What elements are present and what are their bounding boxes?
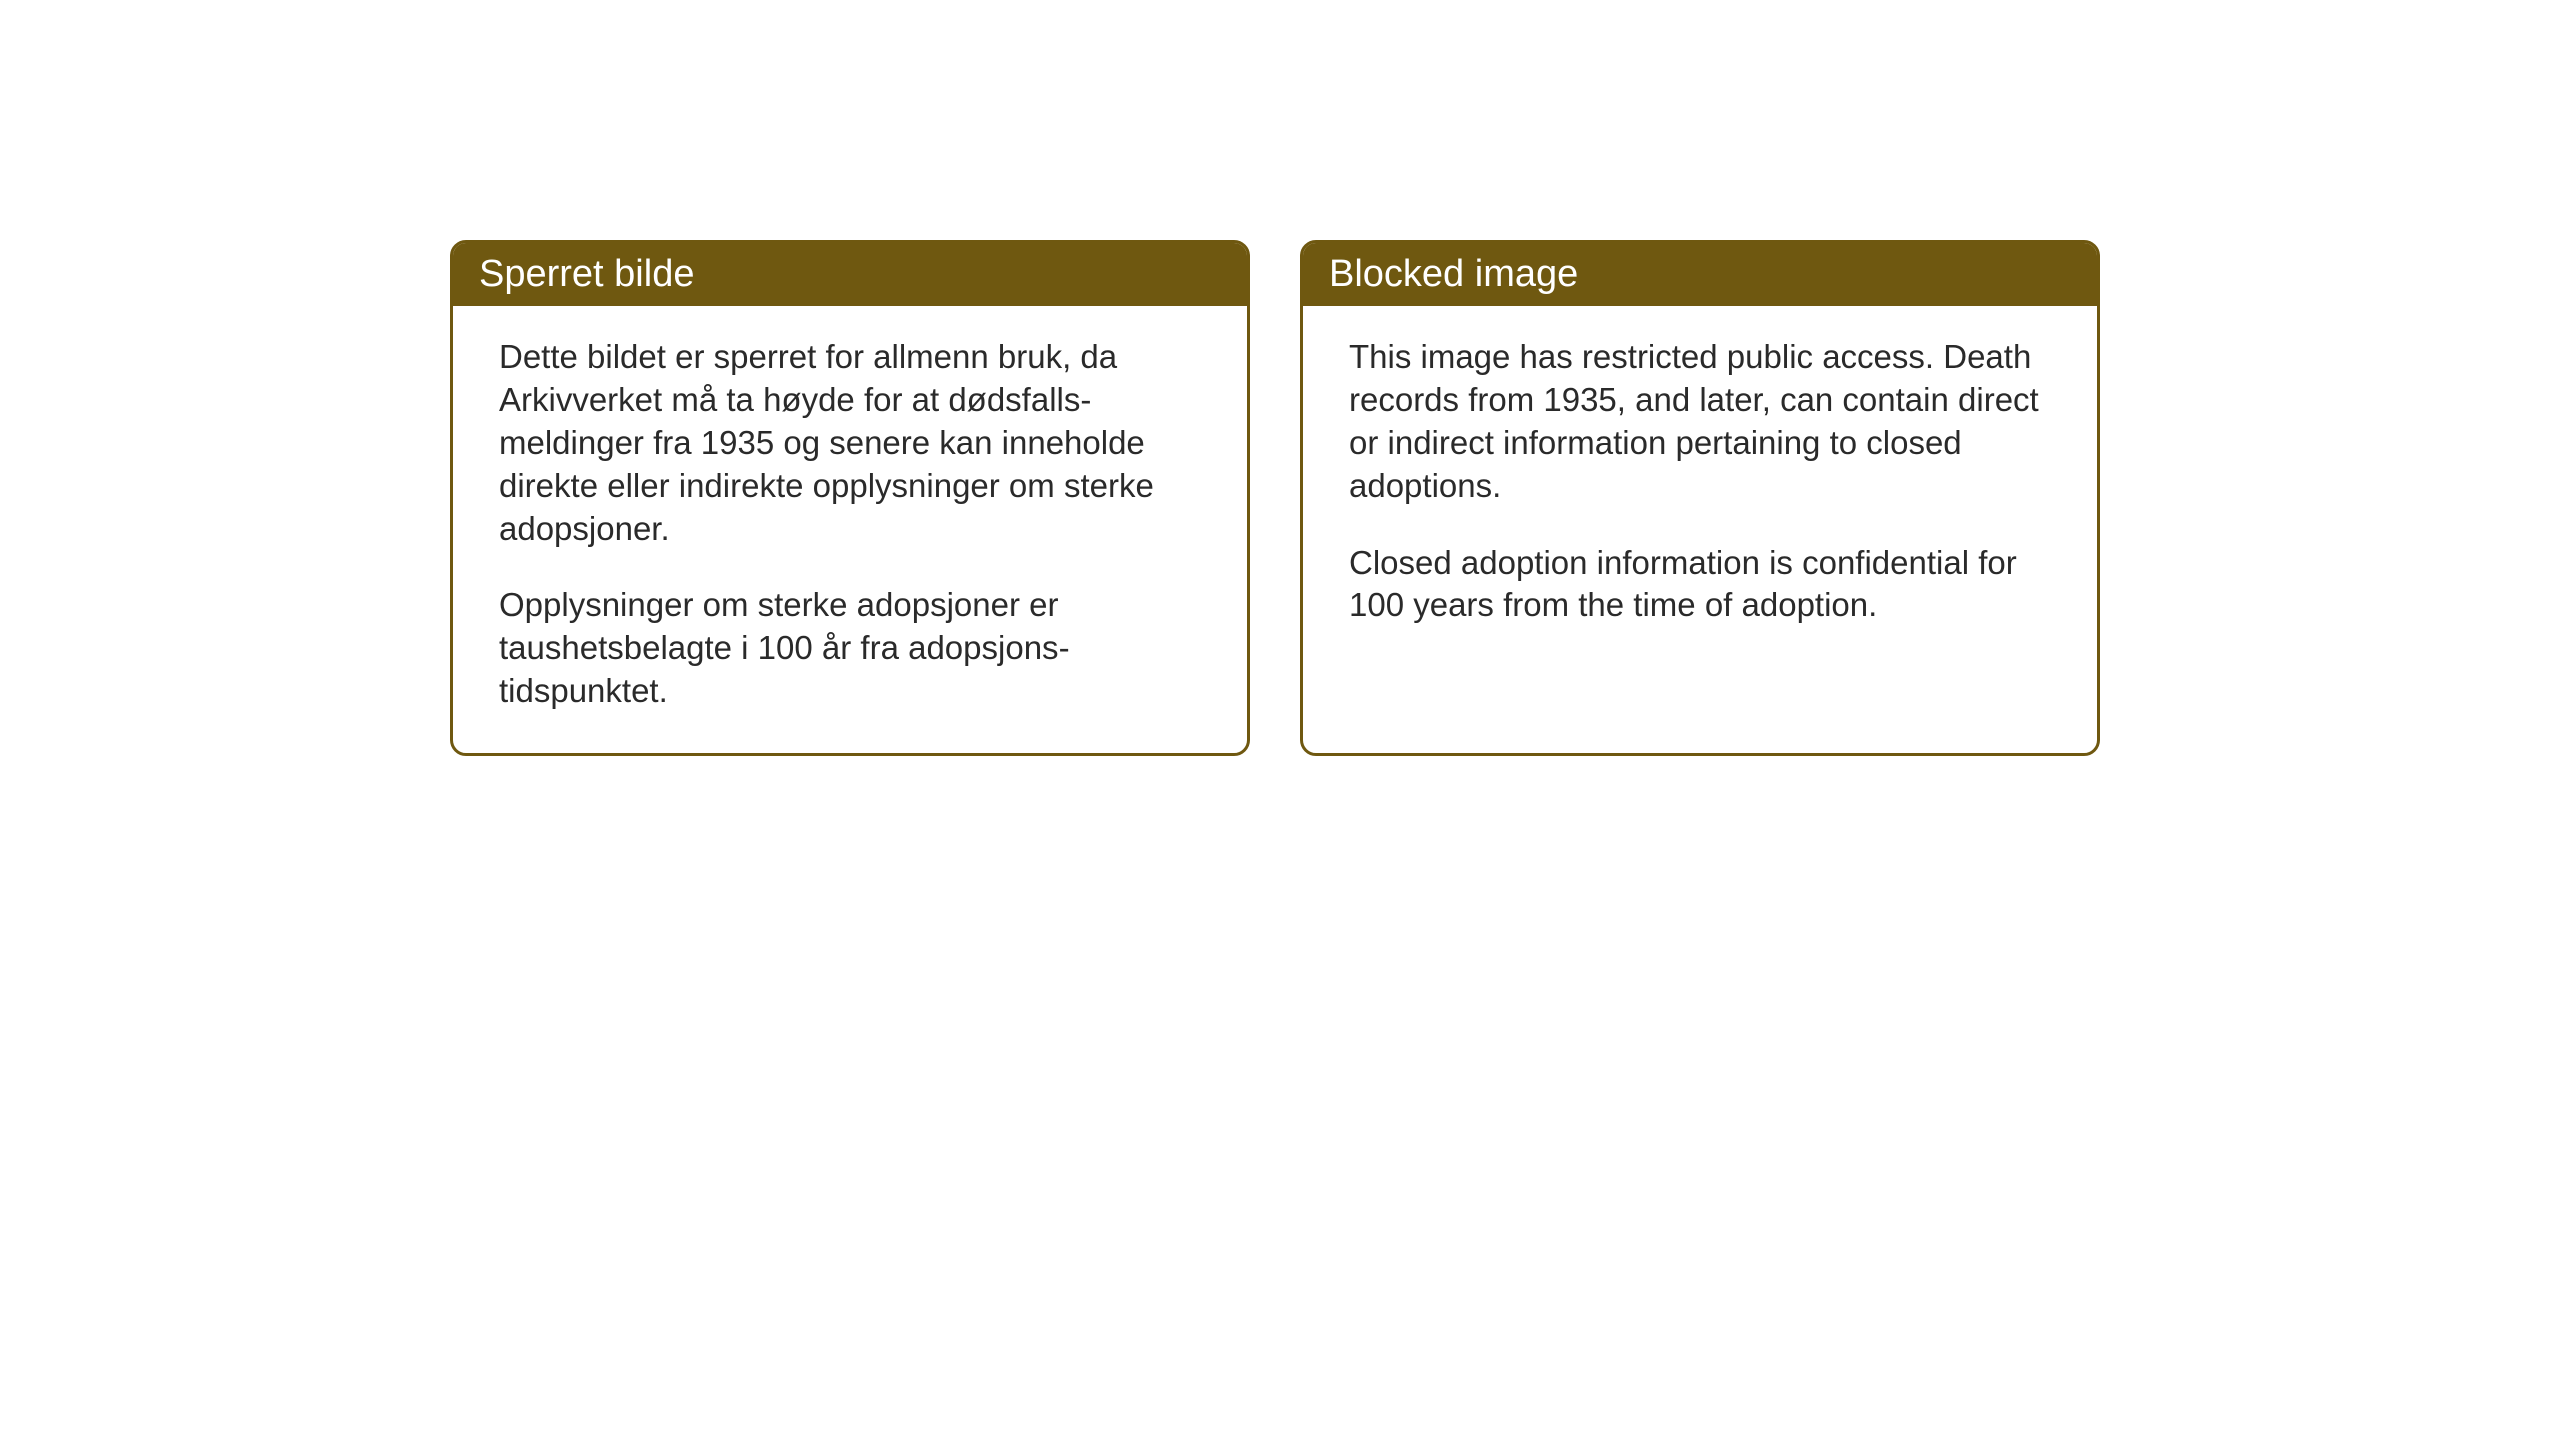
notice-container: Sperret bilde Dette bildet er sperret fo…	[450, 240, 2100, 756]
notice-para2-norwegian: Opplysninger om sterke adopsjoner er tau…	[499, 584, 1201, 713]
notice-body-norwegian: Dette bildet er sperret for allmenn bruk…	[453, 306, 1247, 753]
notice-para1-norwegian: Dette bildet er sperret for allmenn bruk…	[499, 336, 1201, 550]
notice-header-english: Blocked image	[1303, 243, 2097, 306]
notice-box-norwegian: Sperret bilde Dette bildet er sperret fo…	[450, 240, 1250, 756]
notice-para2-english: Closed adoption information is confident…	[1349, 542, 2051, 628]
notice-header-norwegian: Sperret bilde	[453, 243, 1247, 306]
notice-box-english: Blocked image This image has restricted …	[1300, 240, 2100, 756]
notice-body-english: This image has restricted public access.…	[1303, 306, 2097, 726]
notice-para1-english: This image has restricted public access.…	[1349, 336, 2051, 508]
